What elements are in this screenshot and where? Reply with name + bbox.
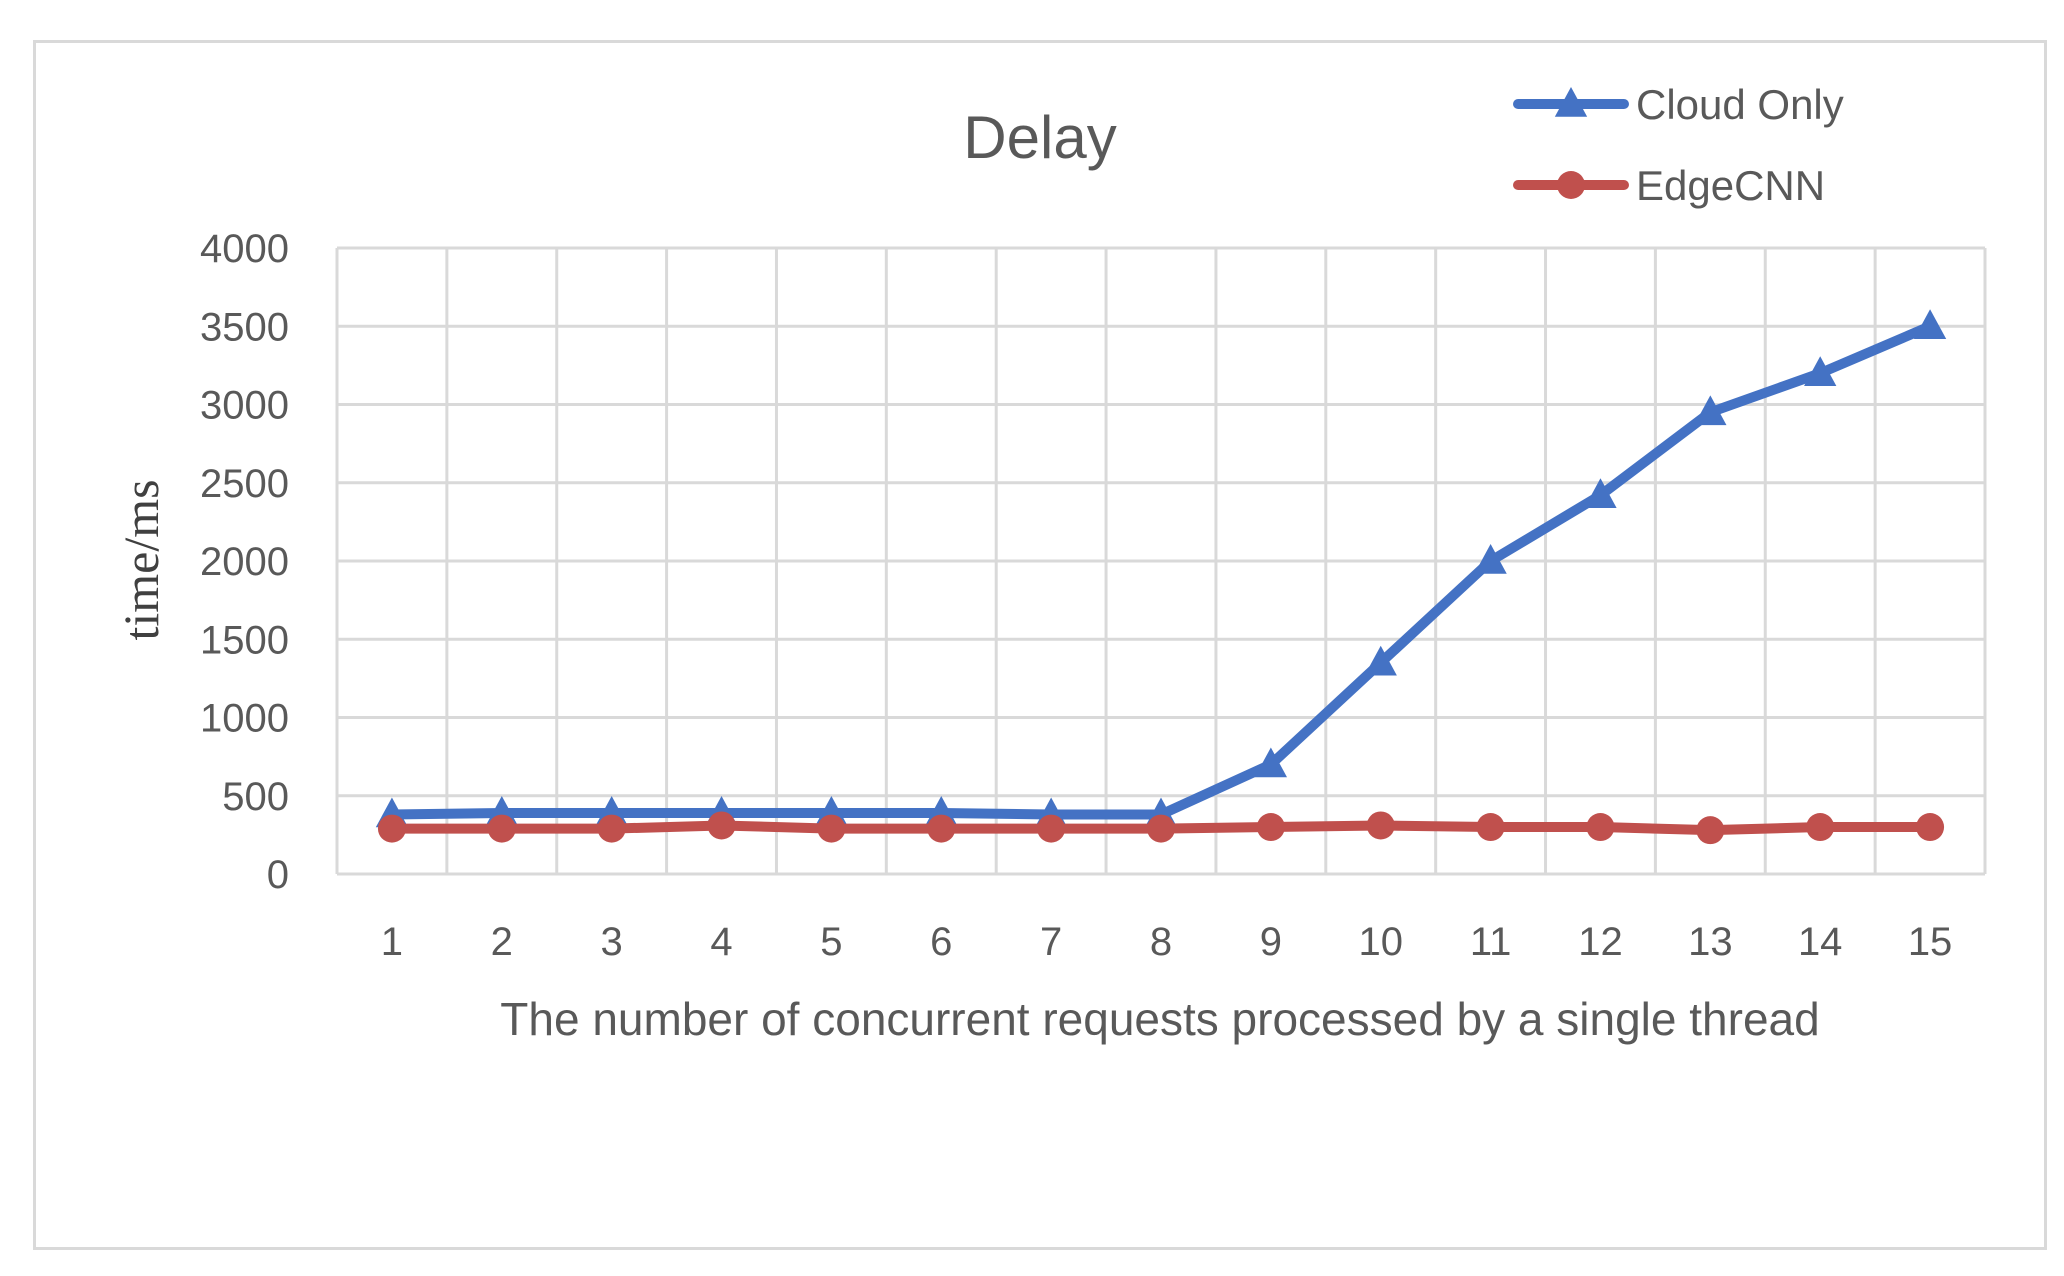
x-tick-label: 11 xyxy=(1470,920,1512,964)
y-tick-label: 2000 xyxy=(200,540,289,584)
x-tick-label: 7 xyxy=(1040,920,1062,964)
legend-label: Cloud Only xyxy=(1636,81,1844,128)
x-tick-label: 5 xyxy=(820,920,842,964)
series-line xyxy=(386,321,1936,820)
y-tick-label: 3500 xyxy=(200,305,289,349)
x-tick-label: 1 xyxy=(381,920,403,964)
data-point-triangle xyxy=(1913,309,1947,339)
data-point-triangle xyxy=(1364,645,1397,676)
data-point-circle xyxy=(1806,813,1835,842)
legend-item: Cloud Only xyxy=(1513,81,1844,128)
data-point-triangle xyxy=(1804,356,1837,386)
legend: Cloud Only EdgeCNN xyxy=(1513,81,1844,209)
y-tick-label: 1000 xyxy=(200,697,289,741)
data-point-circle xyxy=(1696,816,1725,845)
y-tick-label: 500 xyxy=(222,775,289,819)
series-1 xyxy=(375,309,1947,828)
data-point-circle xyxy=(377,814,406,843)
y-tick-label: 1500 xyxy=(200,618,289,662)
chart-title: Delay xyxy=(963,104,1116,171)
y-tick-label: 4000 xyxy=(200,227,289,271)
data-point-triangle xyxy=(1254,747,1288,778)
y-axis-label: time/ms xyxy=(113,479,169,640)
x-tick-label: 10 xyxy=(1358,920,1403,964)
data-point-circle xyxy=(817,814,846,843)
data-point-triangle xyxy=(1694,395,1727,426)
legend-marker-circle xyxy=(1557,171,1585,199)
x-tick-label: 4 xyxy=(710,920,732,964)
data-point-circle xyxy=(1256,813,1285,842)
x-tick-label: 12 xyxy=(1578,920,1623,964)
legend-marker-triangle xyxy=(1554,87,1588,117)
y-tick-label: 0 xyxy=(267,853,289,897)
x-tick-label: 8 xyxy=(1150,920,1172,964)
data-point-circle xyxy=(1916,813,1945,842)
data-point-circle xyxy=(1147,814,1175,843)
y-tick-label: 3000 xyxy=(200,384,289,428)
data-point-circle xyxy=(1476,813,1505,842)
x-tick-label: 14 xyxy=(1798,920,1843,964)
x-tick-label: 6 xyxy=(930,920,952,964)
x-axis-label: The number of concurrent requests proces… xyxy=(500,993,1819,1045)
x-tick-label: 3 xyxy=(601,920,623,964)
data-point-circle xyxy=(1586,813,1615,842)
data-point-circle xyxy=(927,814,956,843)
gridlines xyxy=(335,246,1987,876)
x-tick-label: 2 xyxy=(491,920,513,964)
x-tick-label: 15 xyxy=(1908,920,1953,964)
legend-item: EdgeCNN xyxy=(1513,162,1825,209)
legend-label: EdgeCNN xyxy=(1636,162,1825,209)
data-point-triangle xyxy=(1584,478,1617,509)
data-point-circle xyxy=(707,811,736,840)
data-point-circle xyxy=(597,814,626,843)
series-layer xyxy=(375,309,1947,845)
series-2 xyxy=(377,811,1945,845)
chart-frame xyxy=(33,40,2047,1250)
data-point-triangle xyxy=(1474,544,1507,574)
x-tick-label: 9 xyxy=(1260,920,1282,964)
x-axis-ticks: 1 2 3 4 5 6 7 8 9 10 11 12 13 14 15 xyxy=(381,920,1953,964)
data-point-circle xyxy=(1366,811,1395,840)
y-tick-label: 2500 xyxy=(200,462,289,506)
y-axis-ticks: 0 500 1000 1500 2000 2500 3000 3500 4000 xyxy=(200,227,289,897)
x-tick-label: 13 xyxy=(1688,920,1733,964)
data-point-circle xyxy=(1037,814,1066,843)
data-point-circle xyxy=(487,814,516,843)
